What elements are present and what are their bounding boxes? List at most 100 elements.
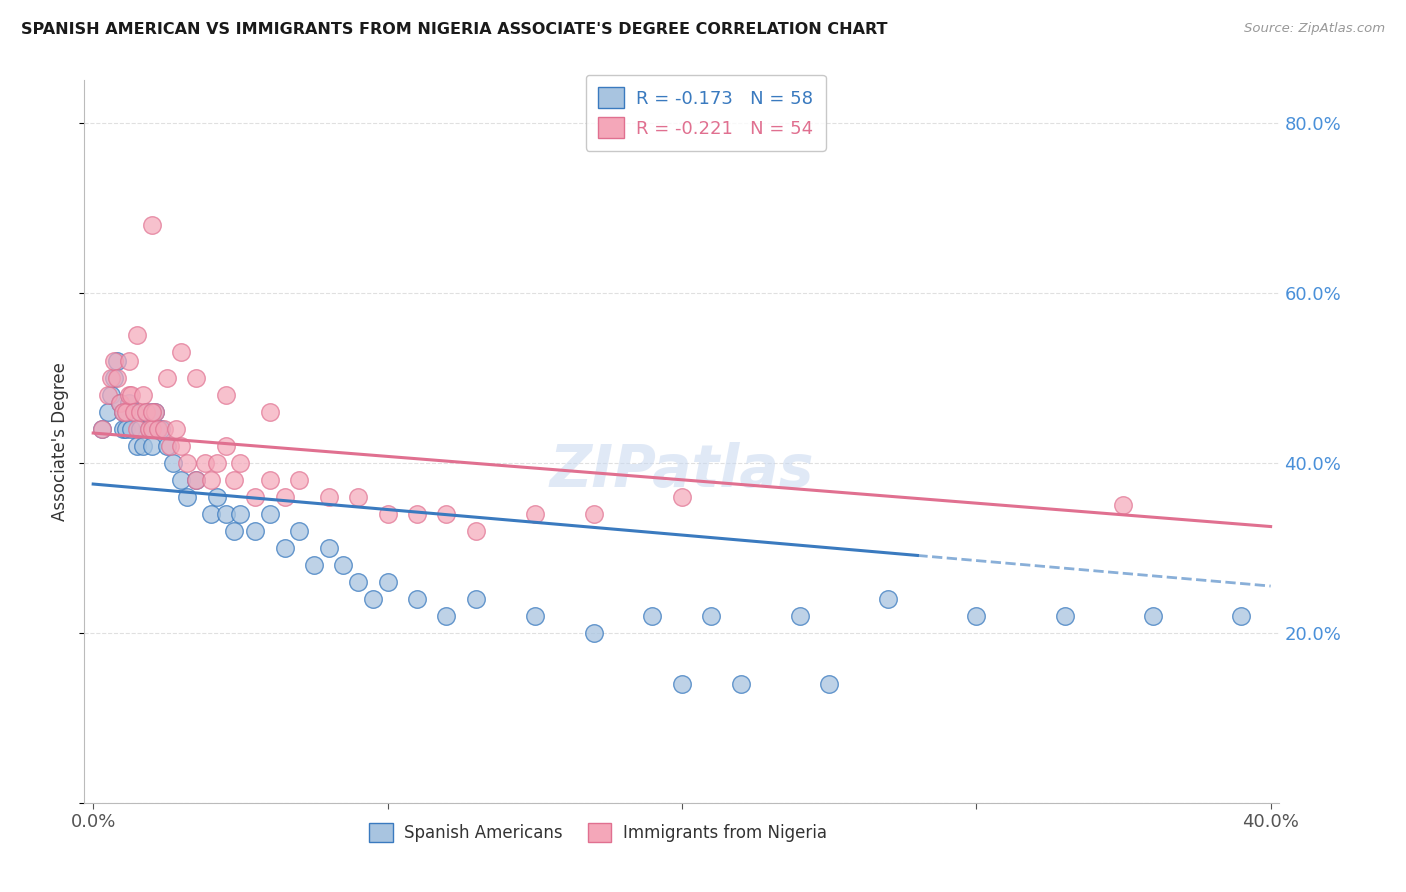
Point — [108, 396, 131, 410]
Point — [377, 507, 399, 521]
Point — [288, 473, 311, 487]
Point — [186, 371, 208, 385]
Point — [138, 422, 160, 436]
Point — [105, 353, 128, 368]
Point — [143, 405, 166, 419]
Point — [176, 456, 198, 470]
Point — [97, 405, 120, 419]
Point — [273, 541, 295, 555]
Point — [243, 524, 266, 538]
Point — [273, 490, 295, 504]
Point — [464, 524, 486, 538]
Text: Source: ZipAtlas.com: Source: ZipAtlas.com — [1244, 22, 1385, 36]
Point — [135, 405, 157, 419]
Point — [377, 574, 399, 589]
Point — [114, 405, 136, 419]
Point — [406, 507, 429, 521]
Point — [288, 524, 311, 538]
Point — [105, 371, 128, 385]
Point — [464, 591, 486, 606]
Point — [117, 388, 139, 402]
Point — [436, 507, 458, 521]
Point — [141, 218, 163, 232]
Point — [200, 507, 222, 521]
Point — [108, 396, 131, 410]
Point — [103, 353, 125, 368]
Point — [124, 405, 146, 419]
Point — [205, 490, 228, 504]
Point — [97, 388, 120, 402]
Point — [146, 422, 169, 436]
Point — [141, 439, 163, 453]
Point — [141, 405, 163, 419]
Point — [103, 371, 125, 385]
Point — [100, 371, 122, 385]
Point — [124, 405, 146, 419]
Point — [671, 490, 693, 504]
Point — [523, 507, 546, 521]
Point — [120, 422, 142, 436]
Point — [259, 507, 281, 521]
Point — [143, 405, 166, 419]
Point — [671, 677, 693, 691]
Point — [332, 558, 354, 572]
Point — [1142, 608, 1164, 623]
Point — [91, 422, 114, 436]
Point — [1112, 498, 1135, 512]
Point — [194, 456, 217, 470]
Point — [127, 328, 149, 343]
Point — [818, 677, 841, 691]
Point — [100, 388, 122, 402]
Point — [214, 439, 236, 453]
Point — [141, 405, 163, 419]
Point — [200, 473, 222, 487]
Point — [229, 456, 252, 470]
Point — [406, 591, 429, 606]
Point — [347, 490, 370, 504]
Point — [302, 558, 325, 572]
Point — [141, 422, 163, 436]
Point — [135, 405, 157, 419]
Point — [186, 473, 208, 487]
Point — [138, 422, 160, 436]
Point — [156, 371, 179, 385]
Point — [877, 591, 900, 606]
Point — [129, 405, 152, 419]
Point — [170, 473, 193, 487]
Point — [1230, 608, 1253, 623]
Point — [224, 524, 246, 538]
Point — [205, 456, 228, 470]
Point — [229, 507, 252, 521]
Point — [224, 473, 246, 487]
Point — [186, 473, 208, 487]
Point — [127, 422, 149, 436]
Y-axis label: Associate's Degree: Associate's Degree — [51, 362, 69, 521]
Point — [132, 388, 155, 402]
Point — [243, 490, 266, 504]
Point — [318, 541, 340, 555]
Point — [214, 388, 236, 402]
Text: SPANISH AMERICAN VS IMMIGRANTS FROM NIGERIA ASSOCIATE'S DEGREE CORRELATION CHART: SPANISH AMERICAN VS IMMIGRANTS FROM NIGE… — [21, 22, 887, 37]
Point — [149, 422, 172, 436]
Point — [117, 353, 139, 368]
Point — [641, 608, 664, 623]
Point — [582, 507, 605, 521]
Point — [159, 439, 181, 453]
Point — [1053, 608, 1076, 623]
Text: ZIPatlas: ZIPatlas — [550, 442, 814, 499]
Point — [127, 439, 149, 453]
Point — [176, 490, 198, 504]
Point — [170, 345, 193, 359]
Point — [156, 439, 179, 453]
Point — [436, 608, 458, 623]
Point — [91, 422, 114, 436]
Point — [259, 473, 281, 487]
Point — [146, 422, 169, 436]
Point — [114, 422, 136, 436]
Point — [347, 574, 370, 589]
Point — [965, 608, 987, 623]
Point — [582, 625, 605, 640]
Point — [111, 405, 134, 419]
Point — [132, 439, 155, 453]
Legend: Spanish Americans, Immigrants from Nigeria: Spanish Americans, Immigrants from Niger… — [363, 816, 834, 848]
